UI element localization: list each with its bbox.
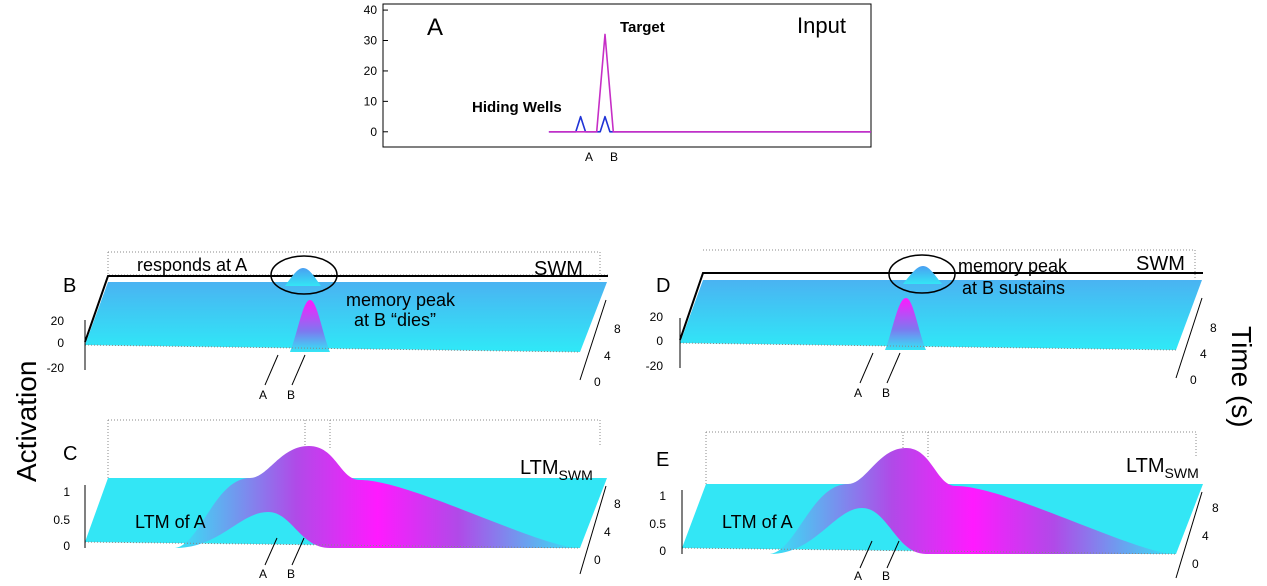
- panel-b-corner-label: SWM: [534, 258, 583, 280]
- panel-c-ltm-ridge: [175, 446, 580, 548]
- panel-c-time-axis: [579, 485, 607, 575]
- panel-d-z-tick: 0: [656, 334, 663, 348]
- panel-d-x-tick-a: A: [854, 386, 862, 400]
- panel-d-time-tick: 8: [1210, 321, 1217, 335]
- panel-d-highlight-circle: [888, 254, 956, 294]
- panel-a-y-tick-label: 30: [364, 34, 378, 48]
- panel-e-floor-front: [681, 547, 1177, 555]
- annotation-hiding-wells: Hiding Wells: [472, 99, 562, 116]
- panel-e-corner-label: LTMSWM: [1126, 455, 1199, 481]
- panel-d-annotation-memory-1: memory peak: [958, 256, 1068, 276]
- panel-b-back-edge: [84, 275, 608, 343]
- panel-b-peak-response: [285, 268, 321, 286]
- panel-d-mark-a: [859, 352, 874, 384]
- panel-b-time-axis: [579, 299, 607, 381]
- panel-a-y-tick-label: 40: [364, 3, 378, 17]
- panel-d-letter: D: [656, 275, 670, 297]
- panel-a-y-tick-label: 20: [364, 64, 378, 78]
- panel-e-annotation-ltm: LTM of A: [722, 512, 793, 532]
- annotation-target: Target: [620, 19, 665, 36]
- panel-c-z-tick: 0: [63, 539, 70, 553]
- panel-d-peak-top: [903, 266, 942, 284]
- panel-c-z-tick: 1: [63, 485, 70, 499]
- y-axis-label-activation: Activation: [11, 361, 42, 482]
- panel-e-x-tick-a: A: [854, 569, 862, 583]
- panel-c-z-tick: 0.5: [53, 513, 70, 527]
- panel-e-mark-a: [859, 540, 873, 569]
- panel-b-letter: B: [63, 275, 76, 297]
- panel-d: D SWM memory peak at B sustains 20 0 -20…: [646, 249, 1217, 400]
- panel-e-letter: E: [656, 449, 669, 471]
- panel-e: E LTMSWM LTM of A 1 0.5 0 8 4 0 A B: [649, 431, 1219, 583]
- panel-d-mark-b: [886, 352, 901, 384]
- panel-b: B SWM responds at A memory peak at B “di…: [47, 251, 621, 402]
- panel-a-x-tick-b: B: [610, 150, 618, 164]
- panel-b-highlight-circle: [270, 255, 338, 295]
- panel-b-annotation-memory-1: memory peak: [346, 290, 456, 310]
- panel-e-z-tick: 1: [659, 489, 666, 503]
- panel-e-x-tick-b: B: [882, 569, 890, 583]
- panel-a-x-tick-a: A: [585, 150, 593, 164]
- panel-b-surface: [85, 282, 607, 352]
- panel-e-time-tick: 4: [1202, 529, 1209, 543]
- panel-c-letter: C: [63, 443, 77, 465]
- panel-c-mark-b: [291, 537, 305, 566]
- panel-c-x-tick-a: A: [259, 567, 267, 581]
- panel-d-corner-label: SWM: [1136, 253, 1185, 275]
- panel-c-time-tick: 4: [604, 525, 611, 539]
- panel-b-time-tick: 4: [604, 349, 611, 363]
- panel-c-mark-a: [264, 537, 278, 566]
- panel-b-mark-b: [291, 354, 306, 386]
- panel-d-x-tick-b: B: [882, 386, 890, 400]
- panel-e-time-tick: 0: [1192, 557, 1199, 571]
- panel-e-mark-b: [886, 540, 900, 569]
- panel-c-annotation-ltm: LTM of A: [135, 512, 206, 532]
- panel-b-z-tick: 20: [51, 314, 65, 328]
- panel-b-mark-a: [264, 354, 279, 386]
- panel-b-x-tick-b: B: [287, 388, 295, 402]
- panel-c-time-tick: 0: [594, 553, 601, 567]
- panel-b-time-tick: 0: [594, 375, 601, 389]
- panel-e-time-axis: [1175, 491, 1203, 579]
- panel-d-box-top: [703, 249, 1196, 278]
- panel-e-z-tick: 0.5: [649, 517, 666, 531]
- panel-b-time-tick: 8: [614, 322, 621, 336]
- panel-e-box-back: [706, 431, 1197, 458]
- panel-a-letter: A: [427, 14, 443, 41]
- panel-b-box-top: [108, 251, 601, 280]
- panel-e-ltm-ridge: [770, 448, 1176, 554]
- panel-b-annotation-memory-2: at B “dies”: [354, 310, 436, 330]
- panel-d-time-tick: 4: [1200, 347, 1207, 361]
- panel-d-z-tick: 20: [650, 310, 664, 324]
- panel-d-surface: [680, 280, 1202, 350]
- panel-d-z-tick: -20: [646, 359, 664, 373]
- panel-b-annotation-responds: responds at A: [137, 255, 247, 275]
- panel-b-x-tick-a: A: [259, 388, 267, 402]
- panel-d-annotation-memory-2: at B sustains: [962, 278, 1065, 298]
- panel-d-time-tick: 0: [1190, 373, 1197, 387]
- panel-e-time-tick: 8: [1212, 501, 1219, 515]
- panel-a-y-tick-label: 10: [364, 94, 378, 108]
- panel-c-time-tick: 8: [614, 497, 621, 511]
- panel-b-z-tick: -20: [47, 361, 65, 375]
- panel-a-series-target: [548, 33, 871, 133]
- panel-b-z-tick: 0: [57, 336, 64, 350]
- panel-c-x-tick-b: B: [287, 567, 295, 581]
- panel-c-box-back: [108, 419, 601, 445]
- panel-a-y-ticks: 0 10 20 30 40: [364, 3, 388, 139]
- panel-d-back-edge: [679, 272, 1203, 341]
- panel-a-corner-label: Input: [797, 13, 846, 38]
- panel-a-frame: [382, 3, 872, 148]
- panel-b-peak-sustained: [290, 300, 330, 352]
- panel-d-time-axis: [1175, 297, 1203, 379]
- panel-c-corner-label: LTMSWM: [520, 457, 593, 483]
- panel-d-peak-front: [885, 298, 926, 350]
- panel-a-y-tick-label: 0: [370, 125, 377, 139]
- panel-a-lines: [548, 33, 871, 133]
- time-axis-label: Time (s): [1226, 326, 1257, 428]
- panel-c: C LTMSWM LTM of A 1 0.5 0 8 4 0 A B: [53, 419, 621, 581]
- panel-e-z-tick: 0: [659, 544, 666, 558]
